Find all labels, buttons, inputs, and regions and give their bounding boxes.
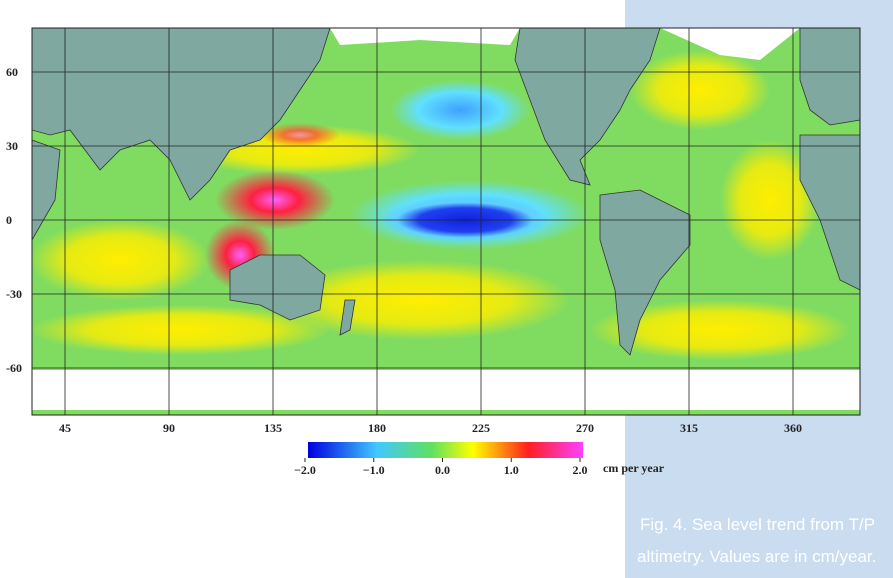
y-tick-label: -60 [6,361,22,375]
x-tick-label: 270 [576,421,594,435]
y-tick-label: -30 [6,287,22,301]
colorbar [308,442,583,458]
colorbar-tick-label: −2.0 [294,463,316,477]
colorbar-tick-label: 0.0 [435,463,450,477]
x-tick-label: 225 [472,421,490,435]
arctic [330,28,520,45]
y-tick-label: 60 [6,65,18,79]
x-tick-label: 135 [264,421,282,435]
y-tick-label: 30 [6,139,18,153]
map-frame [31,27,861,416]
x-tick-label: 360 [784,421,802,435]
antarctica [32,370,860,410]
caption-line: Fig. 4. Sea level trend from T/P [640,515,875,534]
x-tick-label: 315 [680,421,698,435]
caption-line: altimetry. Values are in cm/year. [637,547,876,566]
x-tick-label: 90 [163,421,175,435]
x-tick-label: 45 [59,421,71,435]
greenland [660,28,800,60]
colorbar-unit: cm per year [603,461,665,475]
colorbar-tick-label: 1.0 [504,463,519,477]
colorbar-tick-label: −1.0 [363,463,385,477]
y-tick-label: 0 [6,213,12,227]
map [30,27,861,416]
colorbar-tick-label: 2.0 [573,463,588,477]
x-tick-label: 180 [368,421,386,435]
